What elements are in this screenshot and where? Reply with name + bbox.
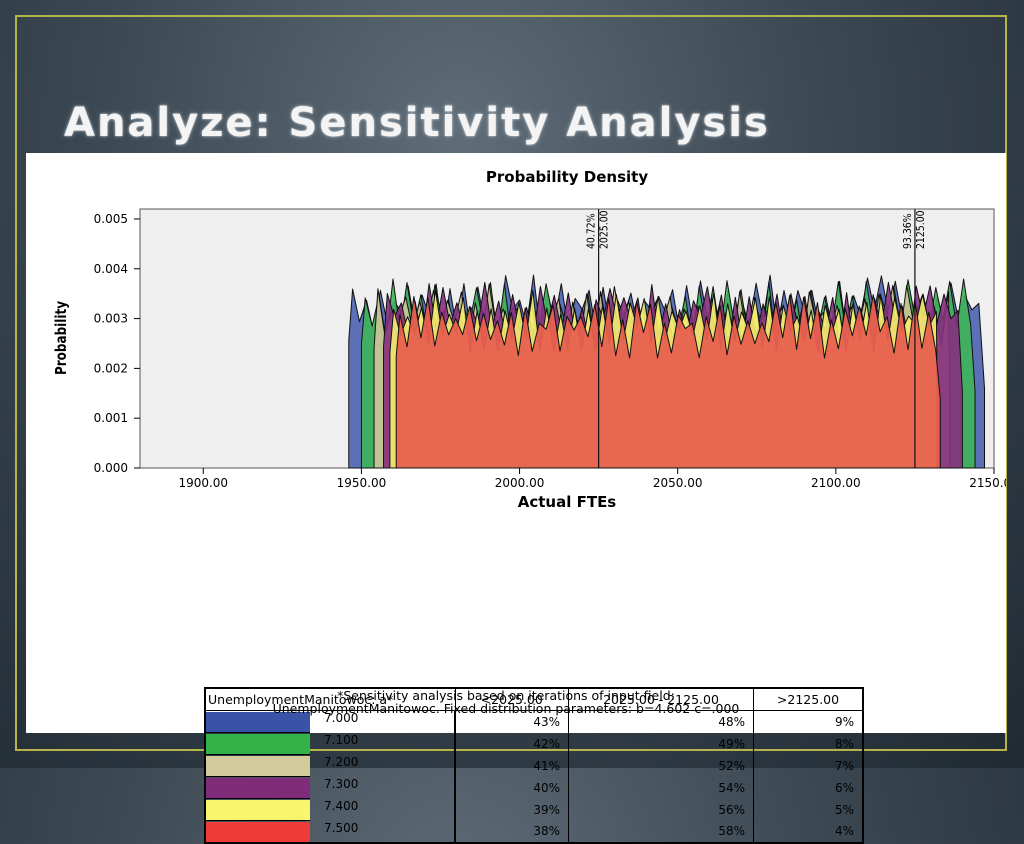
- y-tick-label: 0.003: [94, 312, 128, 326]
- pct-2025-2125: 49%: [568, 732, 754, 755]
- slide-title: Analyze: Sensitivity Analysis: [64, 100, 770, 146]
- table-row: 7.500 38% 58% 4%: [204, 820, 864, 844]
- pct-below-2025: 38%: [454, 820, 569, 843]
- y-axis-label: Probability: [53, 301, 71, 375]
- pct-below-2025: 43%: [454, 710, 569, 733]
- pct-2025-2125: 52%: [568, 754, 754, 777]
- reference-value-label: 2125.00: [915, 210, 927, 249]
- footnote-line-2: UnemploymentManitowoc. Fixed distributio…: [272, 701, 740, 716]
- pct-2025-2125: 56%: [568, 798, 754, 821]
- level-value: 7.500: [310, 820, 456, 843]
- chart-panel: Probability Density 0.000 0.001 0.002 0.003 0…: [26, 153, 1006, 844]
- table-row: 7.000 43% 48% 9%: [204, 710, 864, 733]
- probability-density-chart: Probability Density 0.000 0.001 0.002 0.003 0…: [53, 168, 1006, 511]
- table-row: 7.200 41% 52% 7%: [204, 754, 864, 777]
- x-axis-label: Actual FTEs: [518, 493, 617, 511]
- chart-title: Probability Density: [486, 168, 648, 186]
- pct-above-2125: 4%: [753, 820, 864, 843]
- level-value: 7.000: [310, 710, 456, 733]
- x-tick-label: 2100.00: [811, 476, 861, 490]
- x-tick-label: 2150.00: [969, 476, 1006, 490]
- pct-2025-2125: 54%: [568, 776, 754, 799]
- color-swatch: [204, 820, 310, 844]
- pct-above-2125: 6%: [753, 776, 864, 799]
- header-above-2125: >2125.00: [753, 687, 864, 711]
- color-swatch: [204, 732, 310, 755]
- pct-above-2125: 5%: [753, 798, 864, 821]
- pct-above-2125: 9%: [753, 710, 864, 733]
- density-area-7-500: [395, 294, 941, 469]
- y-tick-label: 0.004: [94, 262, 128, 276]
- pct-below-2025: 39%: [454, 798, 569, 821]
- pct-below-2025: 42%: [454, 732, 569, 755]
- level-value: 7.100: [310, 732, 456, 755]
- x-tick-label: 1950.00: [337, 476, 387, 490]
- level-value: 7.400: [310, 798, 456, 821]
- pct-above-2125: 8%: [753, 732, 864, 755]
- footnote-line-1: *Sensitivity analysis based on iteration…: [337, 688, 675, 703]
- pct-2025-2125: 48%: [568, 710, 754, 733]
- pct-above-2125: 7%: [753, 754, 864, 777]
- level-value: 7.300: [310, 776, 456, 799]
- header-below-2025: <2025.00: [454, 687, 569, 711]
- color-swatch: [204, 798, 310, 821]
- y-tick-label: 0.000: [94, 461, 128, 475]
- color-swatch: [204, 776, 310, 799]
- header-2025-2125: 2025.00 - 2125.00: [568, 687, 754, 711]
- table-row: 7.400 39% 56% 5%: [204, 798, 864, 821]
- y-tick-label: 0.005: [94, 212, 128, 226]
- footnote: *Sensitivity analysis based on iteration…: [156, 689, 856, 715]
- x-tick-label: 2050.00: [653, 476, 703, 490]
- y-tick-label: 0.002: [94, 361, 128, 375]
- reference-pct-label: 40.72%: [586, 213, 598, 249]
- color-swatch: [204, 754, 310, 777]
- level-value: 7.200: [310, 754, 456, 777]
- header-input-field: UnemploymentManitowoc: a*: [204, 687, 456, 711]
- table-row: 7.100 42% 49% 8%: [204, 732, 864, 755]
- color-swatch: [204, 710, 310, 733]
- table-row: 7.300 40% 54% 6%: [204, 776, 864, 799]
- reference-value-label: 2025.00: [599, 210, 611, 249]
- pct-2025-2125: 58%: [568, 820, 754, 843]
- x-tick-label: 1900.00: [178, 476, 228, 490]
- pct-below-2025: 40%: [454, 776, 569, 799]
- table-header-row: UnemploymentManitowoc: a* <2025.00 2025.…: [204, 687, 864, 711]
- pct-below-2025: 41%: [454, 754, 569, 777]
- y-tick-label: 0.001: [94, 411, 128, 425]
- x-tick-label: 2000.00: [495, 476, 545, 490]
- reference-pct-label: 93.36%: [902, 213, 914, 249]
